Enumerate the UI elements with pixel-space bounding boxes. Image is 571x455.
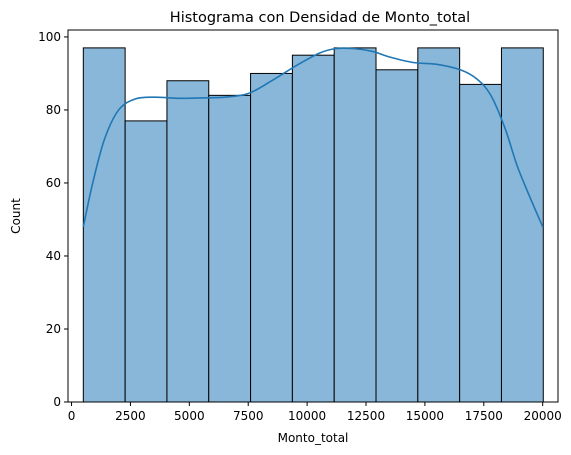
density-curve [82,47,544,228]
x-axis-label: Monto_total [278,431,349,445]
histogram-bar [250,72,293,403]
plot-frame [67,29,559,403]
y-axis: 0 20 40 60 80 100 [38,30,68,409]
x-tick-label: 17500 [465,409,503,423]
bars-layer [82,47,544,403]
histogram-bar [166,80,210,403]
y-tick-label: 0 [53,395,61,409]
x-tick-label: 15000 [406,409,444,423]
histogram-bar [82,47,126,403]
y-tick-label: 80 [46,103,61,117]
density-curve-layer [82,47,544,228]
y-tick-label: 100 [38,30,61,44]
histogram-bar [208,94,252,403]
x-tick-label: 12500 [347,409,385,423]
histogram-bar [375,69,419,403]
histogram-bar [291,54,335,403]
y-tick-label: 20 [46,322,61,336]
y-axis-label: Count [9,198,23,234]
x-tick-label: 10000 [288,409,326,423]
histogram-bar [124,120,168,403]
x-axis: 0 2500 5000 7500 10000 12500 15000 17500 20000 [68,402,562,423]
histogram-bar [459,83,502,403]
x-tick-label: 2500 [115,409,146,423]
x-tick-label: 0 [68,409,76,423]
histogram-bar [417,47,461,403]
histogram-bar [500,47,544,403]
x-tick-label: 5000 [174,409,205,423]
chart-title: Histograma con Densidad de Monto_total [170,10,470,26]
y-tick-label: 60 [46,176,61,190]
x-tick-label: 7500 [233,409,264,423]
x-tick-label: 20000 [524,409,562,423]
y-tick-label: 40 [46,249,61,263]
histogram-bar [333,47,377,403]
